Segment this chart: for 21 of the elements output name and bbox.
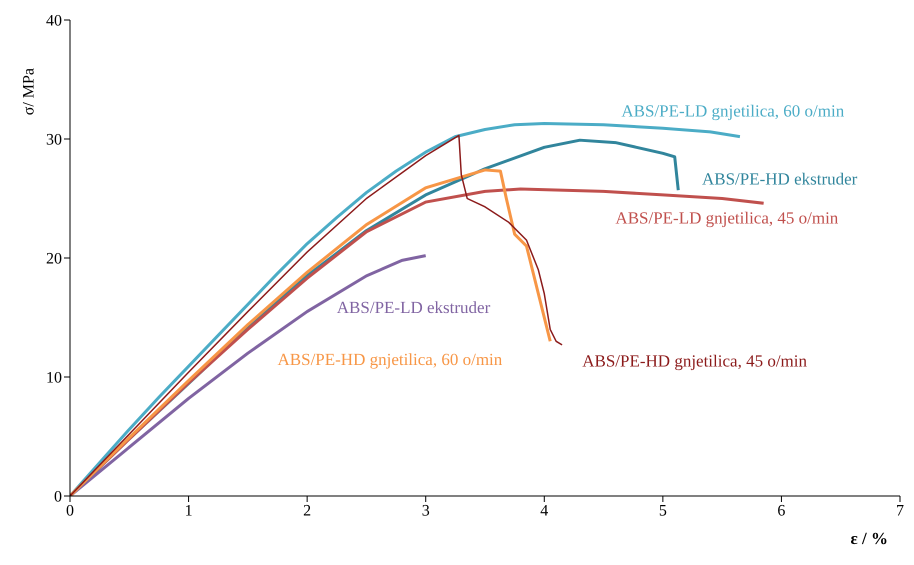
series-label: ABS/PE-LD gnjetilica, 60 o/min [621, 101, 845, 120]
y-tick-label: 20 [46, 250, 62, 268]
x-tick-label: 3 [422, 502, 430, 520]
series-label: ABS/PE-LD gnjetilica, 45 o/min [615, 208, 839, 228]
x-tick-label: 2 [303, 502, 312, 520]
x-tick-label: 4 [540, 502, 548, 520]
x-tick-label: 7 [896, 502, 904, 520]
y-tick-label: 40 [46, 12, 62, 30]
x-tick-label: 1 [184, 502, 193, 520]
series-label: ABS/PE-LD ekstruder [336, 298, 491, 317]
text: ABS/PE-HD gnjetilica, 60 o/min [278, 350, 503, 370]
x-axis-title: ε / % [850, 529, 888, 548]
x-tick-label: 5 [658, 502, 667, 520]
y-axis-title: σ/ MPa [20, 68, 38, 116]
series-label: ABS/PE-HD gnjetilica, 45 o/min [582, 351, 808, 370]
y-tick-label: 30 [46, 132, 62, 149]
y-tick-label: 10 [46, 370, 62, 387]
x-tick-label: 6 [777, 502, 786, 520]
y-tick-label: 0 [54, 488, 62, 506]
series-label: ABS/PE-HD ekstruder [702, 169, 858, 188]
x-tick-label: 0 [66, 502, 74, 520]
